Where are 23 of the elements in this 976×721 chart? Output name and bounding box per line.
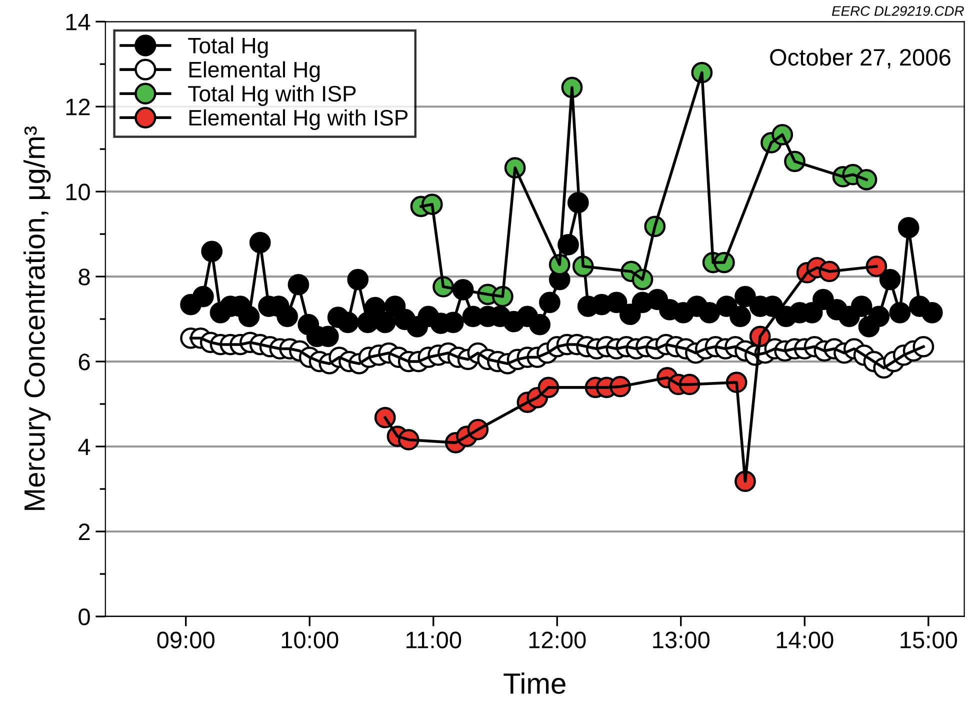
legend-label: Total Hg	[188, 37, 268, 58]
y-tick-label: 8	[78, 268, 90, 286]
y-tick-label: 4	[78, 438, 90, 456]
legend-label: Elemental Hg	[189, 61, 320, 82]
y-tick-label: 12	[66, 98, 90, 116]
y-tick-label: 10	[66, 184, 90, 200]
x-tick-label: 13:00	[653, 632, 710, 648]
annotation: October 27, 2006	[770, 48, 950, 69]
text: EERC DL29219.CDR	[832, 6, 964, 16]
x-tick-label: 15:00	[900, 632, 958, 648]
x-tick-label: 10:00	[282, 632, 338, 648]
y-tick-label: 14	[66, 14, 90, 30]
y-tick-label: 6	[78, 354, 90, 370]
x-tick-label: 11:00	[406, 632, 462, 648]
legend-label: Elemental Hg with ISP	[189, 109, 408, 130]
x-tick-label: 09:00	[157, 632, 214, 648]
x-tick-label: 12:00	[529, 632, 586, 648]
x-axis-title: Time	[504, 672, 566, 694]
y-axis-title: Mercury Concentration, μg/m³	[23, 126, 51, 510]
legend-label: Total Hg with ISP	[188, 85, 356, 106]
y-tick-label: 0	[78, 608, 90, 626]
y-tick-label: 2	[78, 524, 90, 540]
x-tick-label: 14:00	[776, 632, 834, 648]
